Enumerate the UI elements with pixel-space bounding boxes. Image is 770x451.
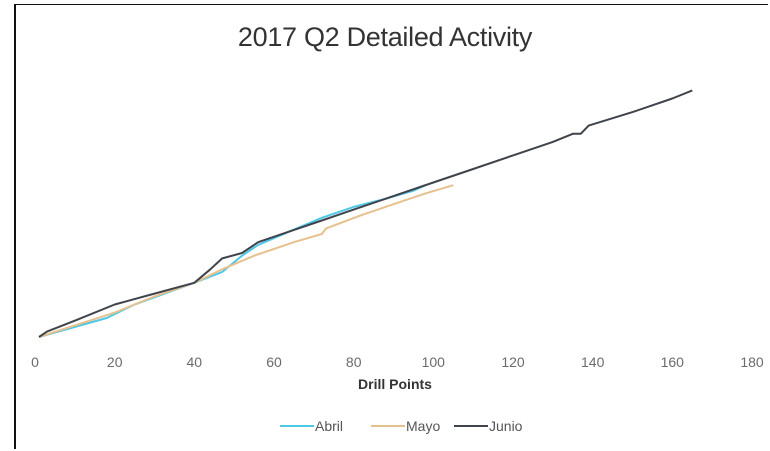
series-line-junio xyxy=(38,89,693,338)
x-axis-label: Drill Points xyxy=(358,376,432,392)
legend: Abril Mayo Junio xyxy=(280,418,523,434)
series-line-mayo xyxy=(38,184,454,338)
x-tick-label: 180 xyxy=(740,354,764,370)
legend-label-mayo: Mayo xyxy=(406,418,440,434)
series-layer xyxy=(38,89,693,338)
chart-frame xyxy=(14,4,768,449)
x-tick-label: 20 xyxy=(107,354,123,370)
x-tick-label: 0 xyxy=(31,354,39,370)
series-line-abril xyxy=(38,184,426,338)
x-tick-label: 100 xyxy=(422,354,446,370)
legend-label-abril: Abril xyxy=(315,418,343,434)
x-tick-label: 80 xyxy=(346,354,362,370)
x-axis-ticks: 0 20 40 60 80 100 120 140 160 180 xyxy=(31,354,764,370)
legend-label-junio: Junio xyxy=(489,418,523,434)
x-tick-label: 120 xyxy=(501,354,525,370)
x-tick-label: 160 xyxy=(661,354,685,370)
x-tick-label: 40 xyxy=(187,354,203,370)
x-tick-label: 140 xyxy=(581,354,605,370)
chart-title: 2017 Q2 Detailed Activity xyxy=(237,22,533,52)
x-tick-label: 60 xyxy=(266,354,282,370)
